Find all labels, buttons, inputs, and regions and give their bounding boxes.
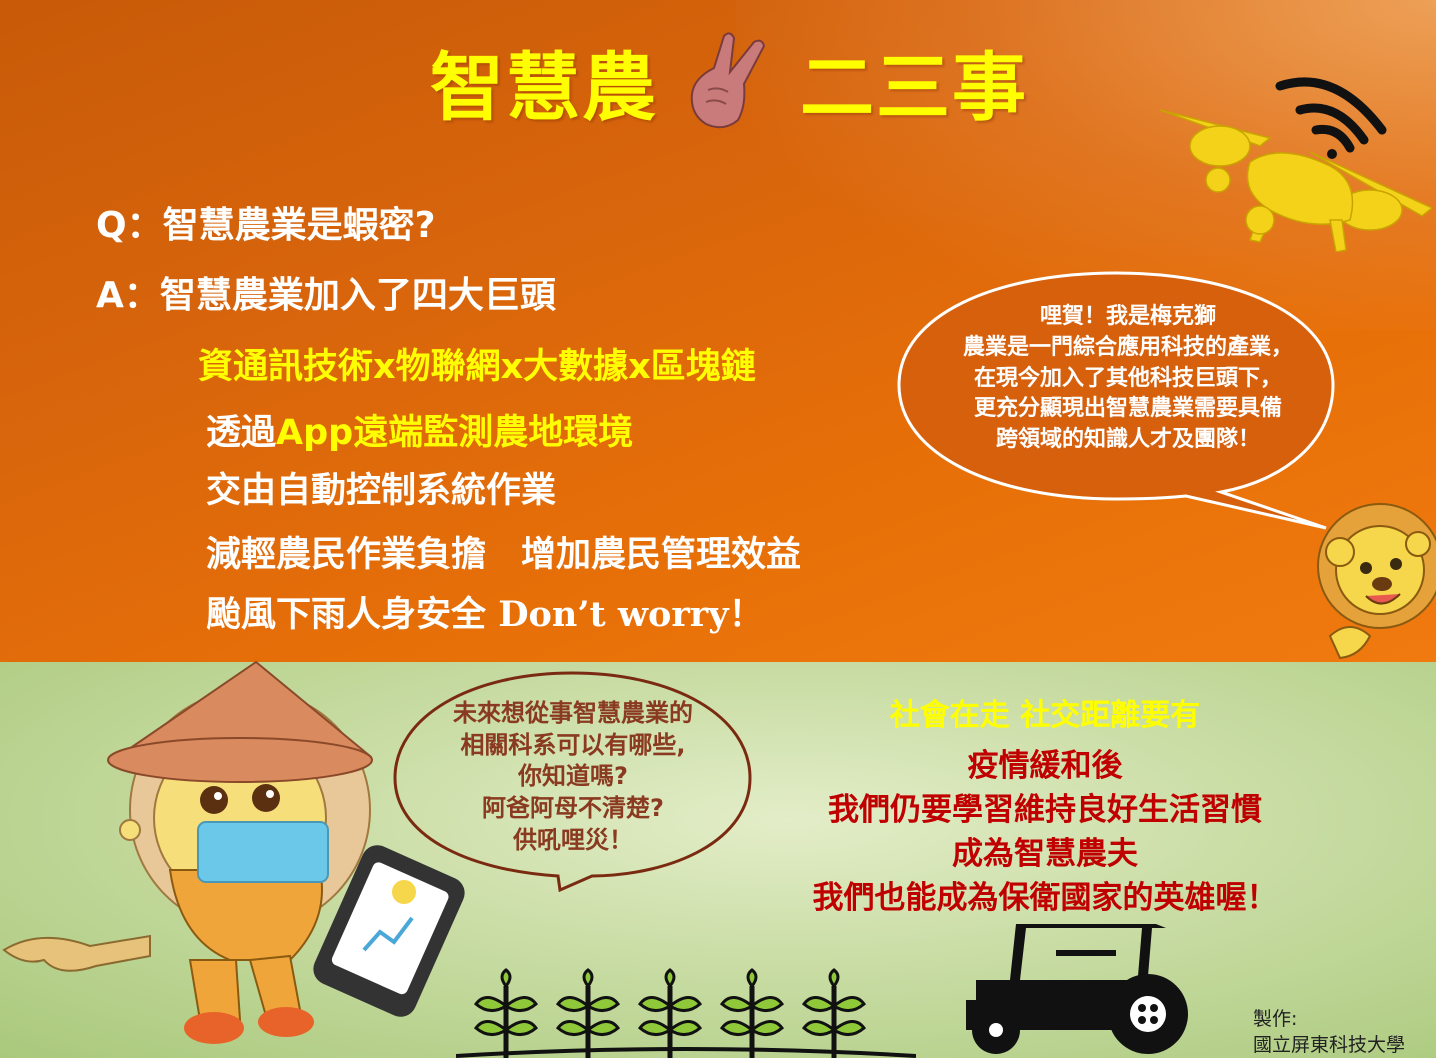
benefit-line: 減輕農民作業負擔 增加農民管理效益 xyxy=(206,535,802,575)
lion-bubble-line: 農業是一門綜合應用科技的產業， xyxy=(962,334,1293,360)
safety-en: Don’t worry！ xyxy=(486,594,764,635)
lion-bubble-text: 哩賀！我是梅克獅 農業是一門綜合應用科技的產業， 在現今加入了其他科技巨頭下， … xyxy=(918,302,1338,456)
student-bubble-line: 你知道嗎? xyxy=(518,762,628,791)
victory-hand-icon xyxy=(690,32,766,129)
lion-bubble-line: 跨領域的知識人才及團隊！ xyxy=(995,427,1260,453)
sprout-icon xyxy=(722,970,782,1058)
tablet-icon xyxy=(313,845,465,1017)
sprout-icon xyxy=(476,970,536,1058)
sprout-icon xyxy=(804,970,864,1058)
student-bubble-line: 未來想從事智慧農業的 xyxy=(453,699,693,727)
student-speech-bubble xyxy=(393,671,752,892)
auto-line: 交由自動控制系統作業 xyxy=(206,471,557,511)
student-bubble-line: 供吼哩災！ xyxy=(513,825,633,854)
student-lion-mascot xyxy=(2,660,465,1044)
sprout-icon xyxy=(640,970,700,1058)
lion-bubble-line: 更充分顯現出智慧農業需要具備 xyxy=(973,396,1282,422)
app-line: 透過App遠端監測農地環境 xyxy=(206,404,633,455)
app-prefix: 透過 xyxy=(206,413,277,453)
message-line: 我們也能成為保衛國家的英雄喔！ xyxy=(812,880,1278,916)
title-right: 二三事 xyxy=(800,45,1028,131)
message-line: 我們仍要學習維持良好生活習慣 xyxy=(828,792,1262,828)
message-line: 成為智慧農夫 xyxy=(952,836,1138,872)
lion-bubble-line: 哩賀！我是梅克獅 xyxy=(1039,304,1216,329)
lion-speech-bubble xyxy=(897,271,1335,530)
message-line: 疫情緩和後 xyxy=(967,748,1123,784)
student-bubble-text: 未來想從事智慧農業的 相關科系可以有哪些, 你知道嗎? 阿爸阿母不清楚? 供吼哩… xyxy=(412,698,734,856)
student-bubble-line: 阿爸阿母不清楚? xyxy=(482,794,664,823)
title-left: 智慧農 xyxy=(430,45,658,131)
tech-line: 資通訊技術x物聯網x大數據x區塊鏈 xyxy=(198,347,756,387)
sprout-icon xyxy=(558,970,618,1058)
answer-text: 智慧農業加入了四大巨頭 xyxy=(159,275,556,316)
lion-bubble-line: 在現今加入了其他科技巨頭下， xyxy=(973,365,1282,391)
answer-prefix: A： xyxy=(96,275,160,316)
app-highlight: App遠端監測農地環境 xyxy=(276,413,634,453)
face-mask xyxy=(197,821,329,883)
question-prefix: Q： xyxy=(96,205,163,246)
message-headline: 社會在走 社交距離要有 xyxy=(889,698,1201,733)
question-text: 智慧農業是蝦密? xyxy=(162,205,436,246)
safety-line: 颱風下雨人身安全 Don’t worry！ xyxy=(206,586,764,637)
safety-cn: 颱風下雨人身安全 xyxy=(206,595,487,635)
credit-label: 製作: xyxy=(1253,1008,1298,1030)
answer-line: A：智慧農業加入了四大巨頭 xyxy=(96,266,556,318)
sprout-row xyxy=(456,962,916,1058)
credit-org: 國立屏東科技大學 xyxy=(1253,1034,1406,1056)
drone-icon xyxy=(1160,77,1432,252)
lion-mascot xyxy=(1317,503,1436,660)
student-bubble-line: 相關科系可以有哪些, xyxy=(460,730,686,759)
tractor-icon xyxy=(966,924,1188,1054)
question-line: Q：智慧農業是蝦密? xyxy=(96,196,436,248)
